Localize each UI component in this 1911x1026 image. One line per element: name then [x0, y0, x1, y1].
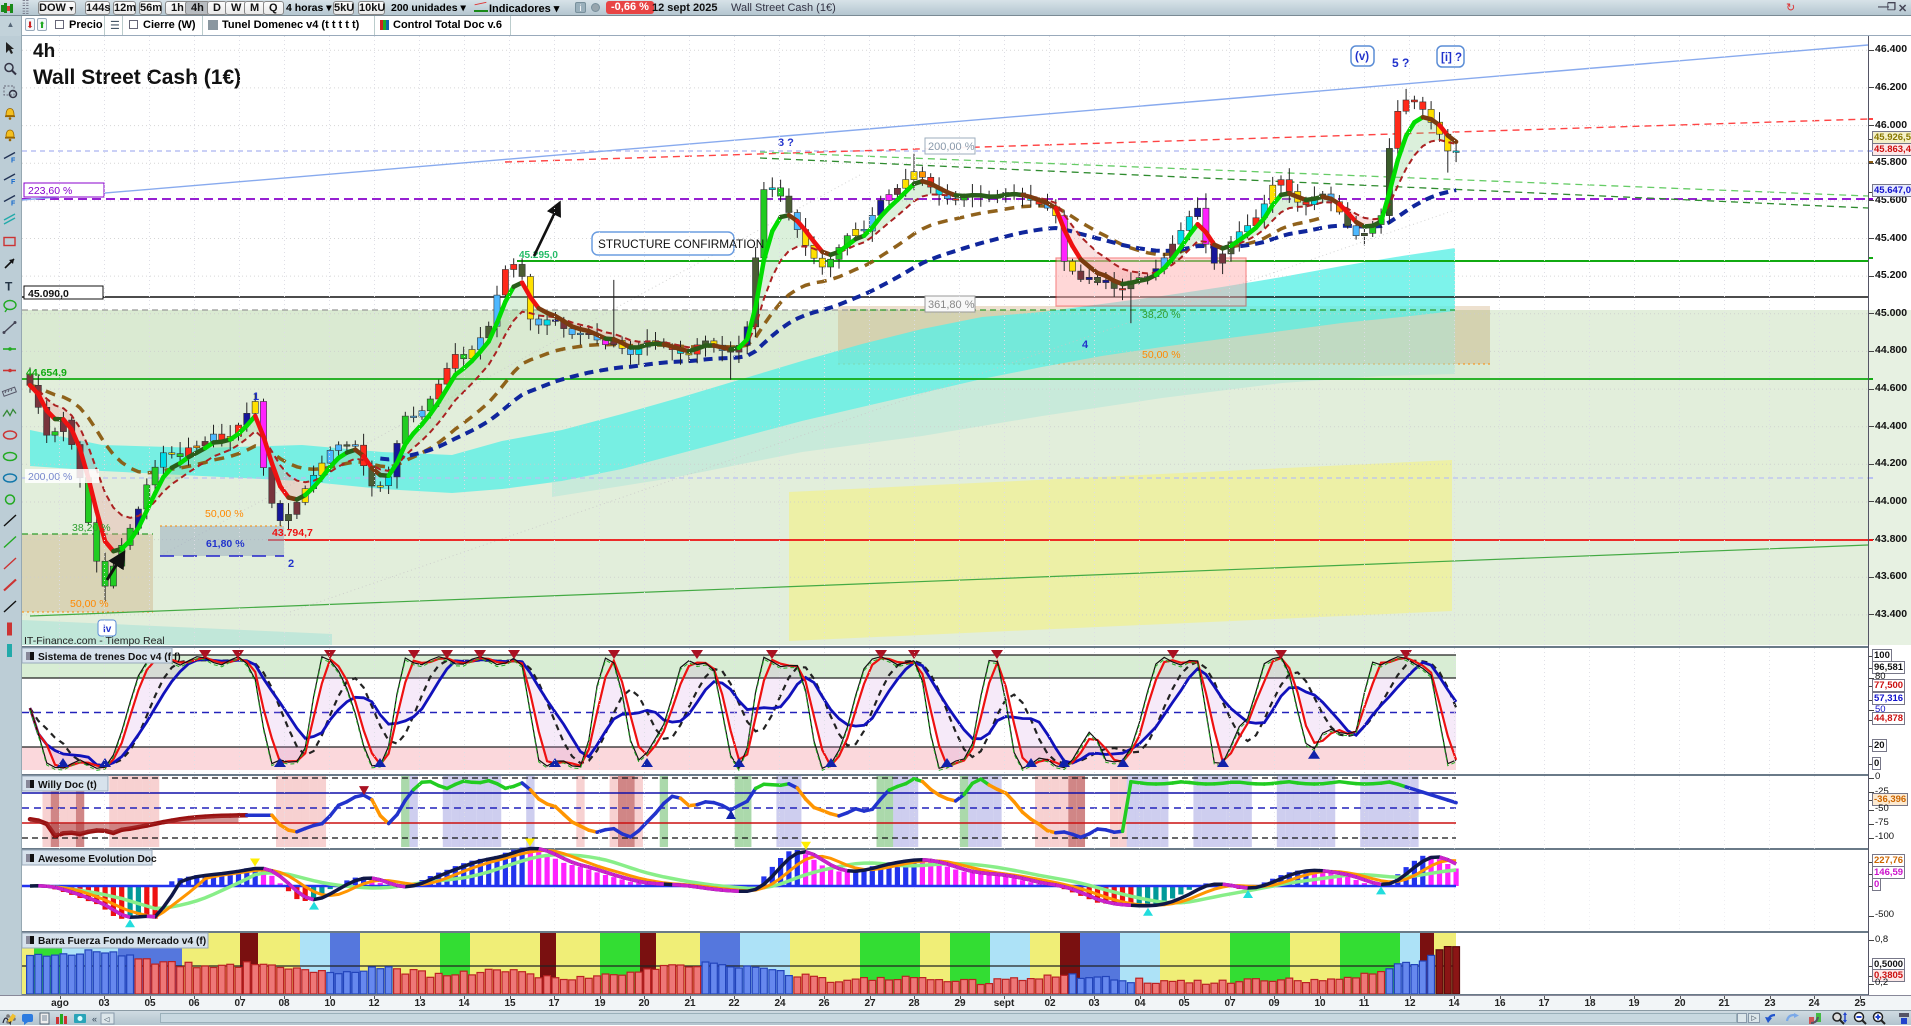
svg-text:45.090,0: 45.090,0	[28, 288, 69, 300]
svg-text:T: T	[5, 280, 13, 294]
svg-text:38,20 %: 38,20 %	[1142, 309, 1181, 321]
svg-text:223,60 %: 223,60 %	[28, 185, 72, 197]
svg-text:Barra Fuerza Fondo Mercado v4: Barra Fuerza Fondo Mercado v4 (f)	[38, 936, 206, 947]
svg-text:43.794,7: 43.794,7	[272, 527, 313, 539]
svg-text:F: F	[11, 179, 16, 186]
svg-text:5 ?: 5 ?	[1392, 56, 1409, 70]
svg-text:F: F	[11, 158, 16, 165]
svg-text:361,80 %: 361,80 %	[928, 299, 975, 311]
svg-text:44.654,9: 44.654,9	[26, 367, 67, 379]
svg-text:200,00 %: 200,00 %	[28, 471, 72, 483]
svg-text:Sistema de trenes Doc v4 (f f): Sistema de trenes Doc v4 (f f)	[38, 652, 181, 663]
svg-text:200,00 %: 200,00 %	[928, 141, 975, 153]
svg-text:«: «	[92, 1014, 97, 1024]
svg-text:◁: ◁	[104, 1017, 110, 1024]
svg-text:4: 4	[1082, 339, 1089, 351]
svg-text:[i] ?: [i] ?	[1441, 52, 1462, 64]
svg-text:45.295,0: 45.295,0	[519, 250, 558, 261]
svg-text:iv: iv	[103, 624, 112, 635]
svg-text:50,00 %: 50,00 %	[1142, 349, 1181, 361]
svg-text:50,00 %: 50,00 %	[205, 508, 244, 520]
svg-text:F: F	[11, 201, 16, 208]
svg-text:Willy Doc (t): Willy Doc (t)	[38, 780, 97, 791]
svg-text:(v): (v)	[1355, 51, 1369, 63]
svg-text:2: 2	[288, 558, 294, 570]
svg-text:STRUCTURE CONFIRMATION: STRUCTURE CONFIRMATION	[598, 237, 764, 251]
svg-text:3 ?: 3 ?	[778, 137, 794, 149]
svg-text:Wall Street Cash (1€): Wall Street Cash (1€)	[33, 66, 241, 89]
svg-text:IT-Finance.com - Tiempo Real: IT-Finance.com - Tiempo Real	[24, 635, 165, 647]
svg-text:4h: 4h	[33, 41, 55, 62]
svg-text:50,00 %: 50,00 %	[70, 598, 109, 610]
svg-text:1: 1	[253, 391, 259, 403]
svg-text:Awesome Evolution Doc: Awesome Evolution Doc	[38, 854, 157, 865]
